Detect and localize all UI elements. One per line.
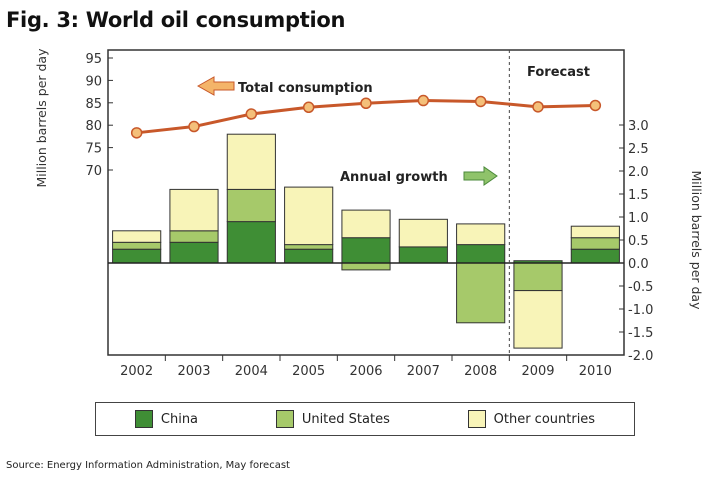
y-left-label: Million barrels per day <box>34 48 49 188</box>
y-left-tick-label: 85 <box>85 97 102 112</box>
y-left-tick-label: 90 <box>85 74 102 89</box>
source-note: Source: Energy Information Administratio… <box>6 460 290 471</box>
bar-china-2008 <box>456 244 506 264</box>
bar-china-2010 <box>570 248 620 264</box>
bar-other-countries-2007 <box>398 218 448 248</box>
annotation-forecast: Forecast <box>527 65 590 80</box>
y-right-tick-label: 2.5 <box>628 142 649 157</box>
x-tick-label: 2004 <box>235 364 268 379</box>
bar-united-states-2002 <box>112 241 162 250</box>
annotation-growth: Annual growth <box>340 170 448 185</box>
plot-frame <box>107 49 625 356</box>
legend-swatch <box>467 410 486 428</box>
x-tick-label: 2007 <box>407 364 440 379</box>
bar-china-2005 <box>284 248 334 264</box>
bar-other-countries-2010 <box>570 225 620 239</box>
y-right-tick-label: -2.0 <box>628 349 653 364</box>
total-consumption-point-2003 <box>188 120 200 133</box>
total-consumption-point-2002 <box>130 127 143 139</box>
legend-label: United States <box>301 411 390 427</box>
y-left-tick-label: 80 <box>85 119 102 134</box>
bar-other-countries-2009 <box>513 290 563 349</box>
x-tick-label: 2006 <box>349 364 382 379</box>
bar-china-2007 <box>398 246 448 264</box>
x-tick-label: 2002 <box>120 364 153 379</box>
bar-united-states-2004 <box>226 188 276 223</box>
bar-united-states-2010 <box>570 237 620 250</box>
total-consumption-point-2006 <box>360 97 372 109</box>
arrow-right-icon <box>463 166 498 186</box>
bar-china-2003 <box>169 241 219 264</box>
bar-other-countries-2003 <box>169 188 219 232</box>
bar-united-states-2009 <box>513 262 563 292</box>
y-right-tick-label: 1.5 <box>628 188 649 203</box>
bar-united-states-2005 <box>284 244 334 250</box>
x-tick-label: 2008 <box>464 364 497 379</box>
bar-china-2004 <box>226 221 276 264</box>
total-consumption-point-2010 <box>589 99 602 112</box>
bar-other-countries-2008 <box>456 223 506 246</box>
y-left-tick-label: 75 <box>85 142 102 157</box>
legend-item-other-countries: Other countries <box>467 410 596 428</box>
y-left-tick-label: 95 <box>85 52 102 67</box>
total-consumption-point-2007 <box>417 94 430 107</box>
legend-label: Other countries <box>493 411 596 427</box>
y-left-tick-label: 70 <box>85 164 102 179</box>
bar-other-countries-2002 <box>112 230 162 243</box>
annotation-total: Total consumption <box>238 81 373 96</box>
y-right-tick-label: -0.5 <box>628 280 653 295</box>
x-tick-label: 2003 <box>177 364 210 379</box>
bar-united-states-2006 <box>341 262 391 271</box>
legend-label: China <box>160 411 199 427</box>
x-tick-label: 2010 <box>579 364 612 379</box>
bar-other-countries-2006 <box>341 209 391 239</box>
legend-swatch <box>134 410 153 428</box>
y-right-tick-label: 0.5 <box>628 234 649 249</box>
total-consumption-point-2005 <box>302 101 315 114</box>
y-right-tick-label: -1.5 <box>628 326 653 341</box>
bar-united-states-2008 <box>456 262 506 324</box>
bar-united-states-2003 <box>169 230 219 243</box>
total-consumption-point-2004 <box>245 108 258 120</box>
total-consumption-point-2008 <box>474 95 487 108</box>
arrow-left-icon <box>196 76 235 96</box>
legend-item-united-states: United States <box>275 410 390 428</box>
x-tick-label: 2009 <box>521 364 554 379</box>
bar-china-2002 <box>112 248 162 264</box>
y-right-tick-label: -1.0 <box>628 303 653 318</box>
y-right-tick-label: 0.0 <box>628 257 649 272</box>
x-tick-label: 2005 <box>292 364 325 379</box>
bar-other-countries-2005 <box>284 186 334 246</box>
y-right-tick-label: 3.0 <box>628 119 649 134</box>
legend-swatch <box>275 410 294 428</box>
bar-other-countries-2004 <box>226 133 276 190</box>
legend-item-china: China <box>134 410 199 428</box>
y-right-label: Million barrels per day <box>689 171 704 311</box>
total-consumption-point-2009 <box>532 101 544 113</box>
bar-china-2006 <box>341 237 391 264</box>
y-right-tick-label: 1.0 <box>628 211 649 226</box>
y-right-tick-label: 2.0 <box>628 165 649 180</box>
figure-title: Fig. 3: World oil consumption <box>6 8 346 32</box>
legend: China United States Other countries <box>95 402 635 436</box>
